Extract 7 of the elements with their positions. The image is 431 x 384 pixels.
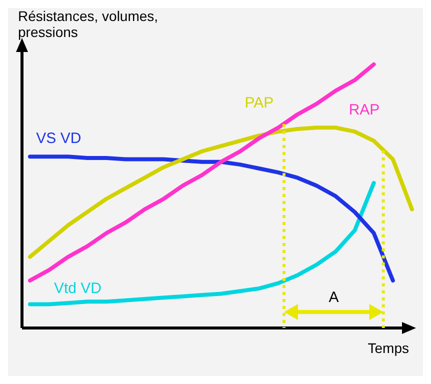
series-label: PAP (244, 94, 274, 112)
x-axis-title: Temps (368, 340, 409, 356)
series-label: RAP (348, 101, 380, 118)
y-axis-title: Résistances, volumes, pressions (18, 8, 160, 40)
series-label: VS VD (36, 130, 82, 147)
annotation: A (328, 289, 339, 306)
series-label: Vtd VD (54, 280, 102, 298)
